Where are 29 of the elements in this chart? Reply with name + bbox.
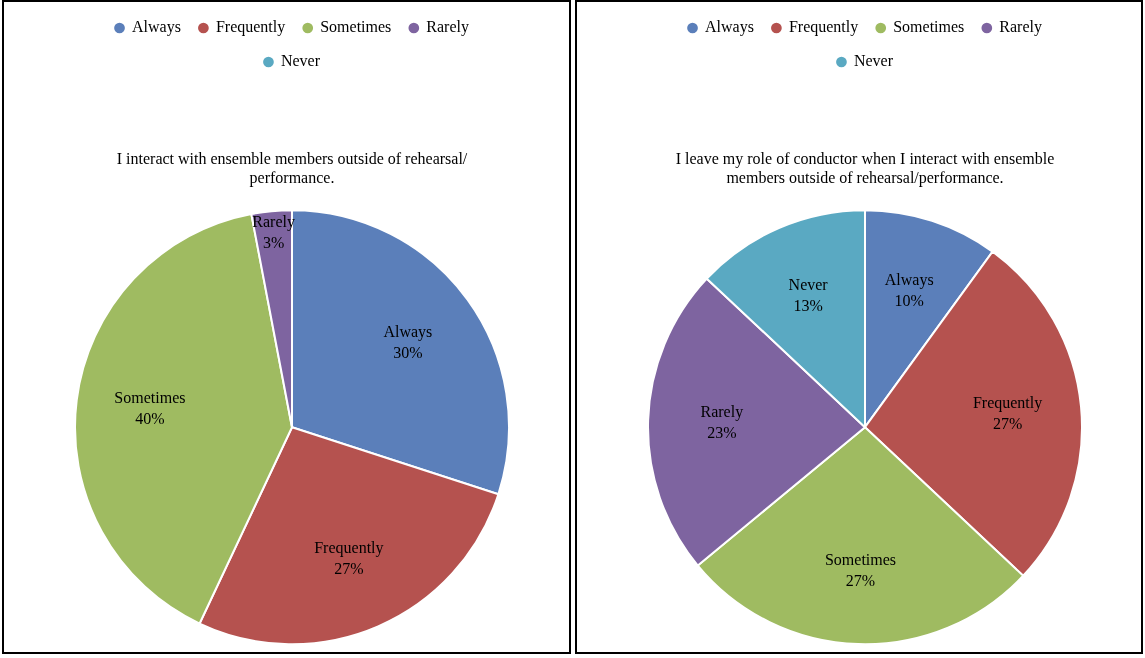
legend-label: Always bbox=[132, 18, 181, 37]
data-label: 30% bbox=[393, 344, 423, 362]
data-label: 40% bbox=[135, 410, 165, 428]
slice-label: Rarely bbox=[700, 402, 743, 421]
text: I leave my role of conductor when I interact with ensemble members outside of rehearsal/performance. bbox=[675, 149, 1054, 187]
legend-label: Rarely bbox=[426, 18, 469, 37]
legend-label: Sometimes bbox=[892, 18, 964, 36]
legend-label: Never bbox=[853, 52, 894, 70]
slice-label: Frequently bbox=[972, 393, 1042, 412]
data-label: 27% bbox=[992, 414, 1022, 432]
data-label: 23% bbox=[706, 423, 737, 441]
data-label: 27% bbox=[334, 559, 364, 577]
data-label: 3% bbox=[262, 233, 285, 251]
legend-label: Rarely bbox=[998, 18, 1042, 37]
text: I interact with ensemble members outside of rehearsal/ performance. bbox=[116, 149, 468, 187]
legend-label: Frequently bbox=[788, 18, 858, 37]
slice-label: Frequently bbox=[314, 538, 384, 557]
legend-label: Always bbox=[704, 18, 754, 37]
legend-label: Frequently bbox=[215, 18, 286, 37]
slice-label: Always bbox=[884, 271, 934, 290]
slice-label: Always bbox=[383, 323, 433, 342]
slice-label: Sometimes bbox=[824, 550, 896, 568]
data-label: 27% bbox=[845, 571, 875, 589]
slice-label: Never bbox=[788, 275, 828, 293]
legend-label: Sometimes bbox=[320, 18, 392, 36]
slice-label: Sometimes bbox=[114, 389, 186, 407]
data-label: 10% bbox=[894, 292, 924, 310]
data-label: 13% bbox=[792, 296, 823, 314]
legend-label: Never bbox=[280, 52, 321, 70]
